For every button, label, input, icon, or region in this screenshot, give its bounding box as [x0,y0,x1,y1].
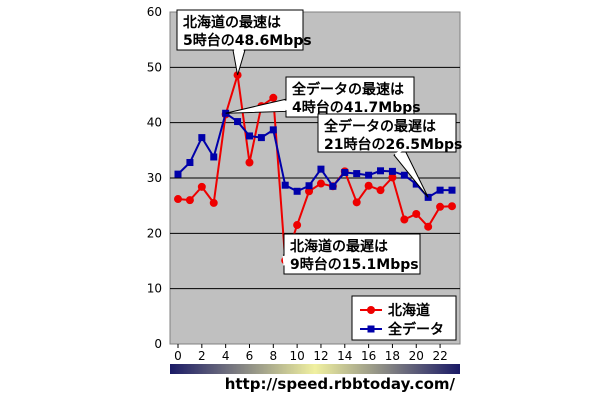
legend-entry: 北海道 [360,302,430,319]
data-point [245,132,253,140]
data-point [197,182,206,191]
data-point [269,126,277,134]
data-point [305,187,314,196]
x-tick-label: 6 [246,349,254,363]
x-axis-ticks: 0 2 4 6 8 10 12 14 16 18 20 22 [174,344,448,363]
data-point [341,168,349,176]
x-tick-label: 18 [385,349,400,363]
data-point [412,180,420,188]
x-tick-label: 2 [198,349,206,363]
data-point [269,93,278,102]
data-point [377,167,385,175]
x-tick-label: 4 [222,349,230,363]
data-point [185,196,194,205]
y-tick-label: 10 [147,282,162,296]
x-tick-label: 0 [174,349,182,363]
x-tick-label: 12 [313,349,328,363]
data-point [388,173,397,182]
source-url: http://speed.rbbtoday.com/ [225,375,456,393]
x-tick-label: 10 [289,349,304,363]
data-point [365,171,373,179]
data-point [317,165,325,173]
y-tick-label: 0 [154,337,162,351]
callout-seam [284,100,288,111]
data-point [293,221,302,230]
data-point [293,187,301,195]
callout-line2: 21時台の26.5Mbps [324,136,462,153]
data-point [316,179,325,188]
data-point [305,182,313,190]
data-point [245,158,254,167]
data-point [186,159,194,167]
callout-line2: 5時台の48.6Mbps [183,32,312,49]
data-point [352,198,361,207]
data-point [388,167,396,175]
data-point [329,182,337,190]
legend-label: 全データ [387,321,444,338]
data-point [436,202,445,211]
data-point [412,209,421,218]
time-gradient-band [170,364,460,374]
callout-seam [234,48,244,52]
callout-line1: 全データの最遅は [323,118,436,135]
data-point [257,134,265,142]
callout-line2: 9時台の15.1Mbps [290,256,419,273]
data-point [353,170,361,178]
data-point [174,170,182,178]
data-point [436,186,444,194]
y-tick-label: 40 [147,116,162,130]
y-axis-ticks: 0 10 20 30 40 50 60 [147,5,162,351]
callout-line1: 全データの最速は [291,81,404,98]
callout-line1: 北海道の最速は [183,14,281,31]
data-point [448,186,456,194]
legend-marker [367,306,375,314]
y-tick-label: 20 [147,226,162,240]
callout-box [176,9,304,51]
data-point [210,153,218,161]
data-point [281,181,289,189]
data-point [198,134,206,142]
callout-layer: 北海道の最速は5時台の48.6Mbps全データの最速は4時台の41.7Mbps全… [176,9,462,275]
data-point [400,215,409,224]
callout-box [283,233,421,275]
callout-box [317,113,457,153]
data-point [448,202,456,211]
legend-label: 北海道 [388,302,430,319]
legend-marker [367,325,375,333]
x-tick-label: 16 [361,349,376,363]
y-tick-label: 30 [147,171,162,185]
x-tick-label: 22 [432,349,447,363]
data-point [209,198,218,207]
legend-box [351,295,457,341]
data-point [424,222,433,231]
x-tick-label: 20 [409,349,424,363]
callout-line2: 4時台の41.7Mbps [292,99,421,116]
callout-line1: 北海道の最遅は [290,238,388,255]
data-point [400,171,408,179]
data-point [364,181,373,190]
x-tick-label: 8 [269,349,277,363]
grid-lines [170,66,460,290]
data-point [174,195,182,204]
data-point [234,118,242,126]
callout-seam [282,255,286,266]
data-point [376,186,385,195]
y-tick-label: 50 [147,60,162,74]
callout-seam [394,148,404,156]
x-tick-label: 14 [337,349,352,363]
legend-entry: 全データ [360,321,444,338]
y-tick-label: 60 [147,5,162,19]
callout-box [285,76,415,118]
